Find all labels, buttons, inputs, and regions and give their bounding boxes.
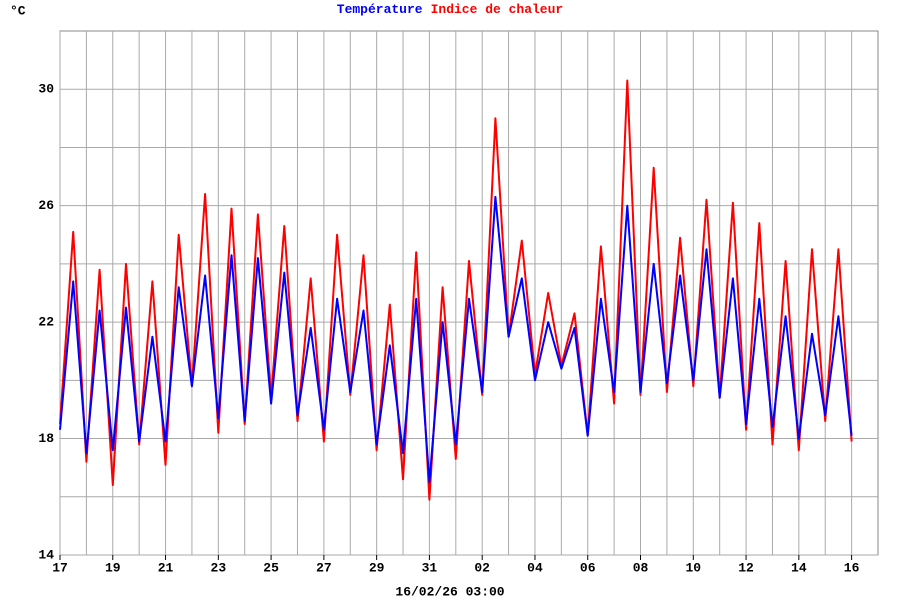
x-tick-label: 23 (211, 560, 227, 575)
plot-area (59, 30, 879, 556)
x-tick-label: 17 (52, 560, 68, 575)
x-tick-label: 19 (105, 560, 121, 575)
x-tick-label: 27 (316, 560, 332, 575)
y-tick-label: 22 (38, 315, 54, 330)
series-line (59, 195, 853, 484)
x-tick-label: 12 (738, 560, 754, 575)
x-tick-label: 06 (580, 560, 596, 575)
y-tick-label: 26 (38, 198, 54, 213)
x-tick-label: 29 (369, 560, 385, 575)
x-tick-label: 14 (791, 560, 807, 575)
x-tick-label: 16 (844, 560, 860, 575)
y-tick-label: 30 (38, 82, 54, 97)
legend: Température Indice de chaleur (337, 2, 563, 17)
x-tick-label: 21 (158, 560, 174, 575)
y-tick-label: 14 (38, 547, 54, 562)
y-tick-label: 18 (38, 431, 54, 446)
x-tick-label: 08 (633, 560, 649, 575)
x-tick-label: 10 (685, 560, 701, 575)
x-tick-label: 25 (263, 560, 279, 575)
x-tick-label: 31 (422, 560, 438, 575)
unit-label: °C (10, 3, 26, 18)
legend-entry: Température (337, 2, 423, 17)
legend-entry: Indice de chaleur (431, 2, 564, 17)
x-tick-label: 04 (527, 560, 543, 575)
annotation: 16/02/26 03:00 (395, 584, 504, 599)
x-tick-label: 02 (474, 560, 490, 575)
